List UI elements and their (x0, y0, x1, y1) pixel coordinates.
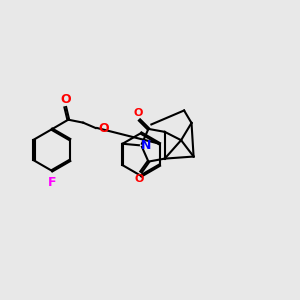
Text: O: O (60, 93, 70, 106)
Text: O: O (98, 122, 109, 135)
Text: O: O (133, 109, 143, 118)
Text: N: N (140, 139, 151, 152)
Text: F: F (48, 176, 56, 189)
Text: O: O (135, 174, 144, 184)
